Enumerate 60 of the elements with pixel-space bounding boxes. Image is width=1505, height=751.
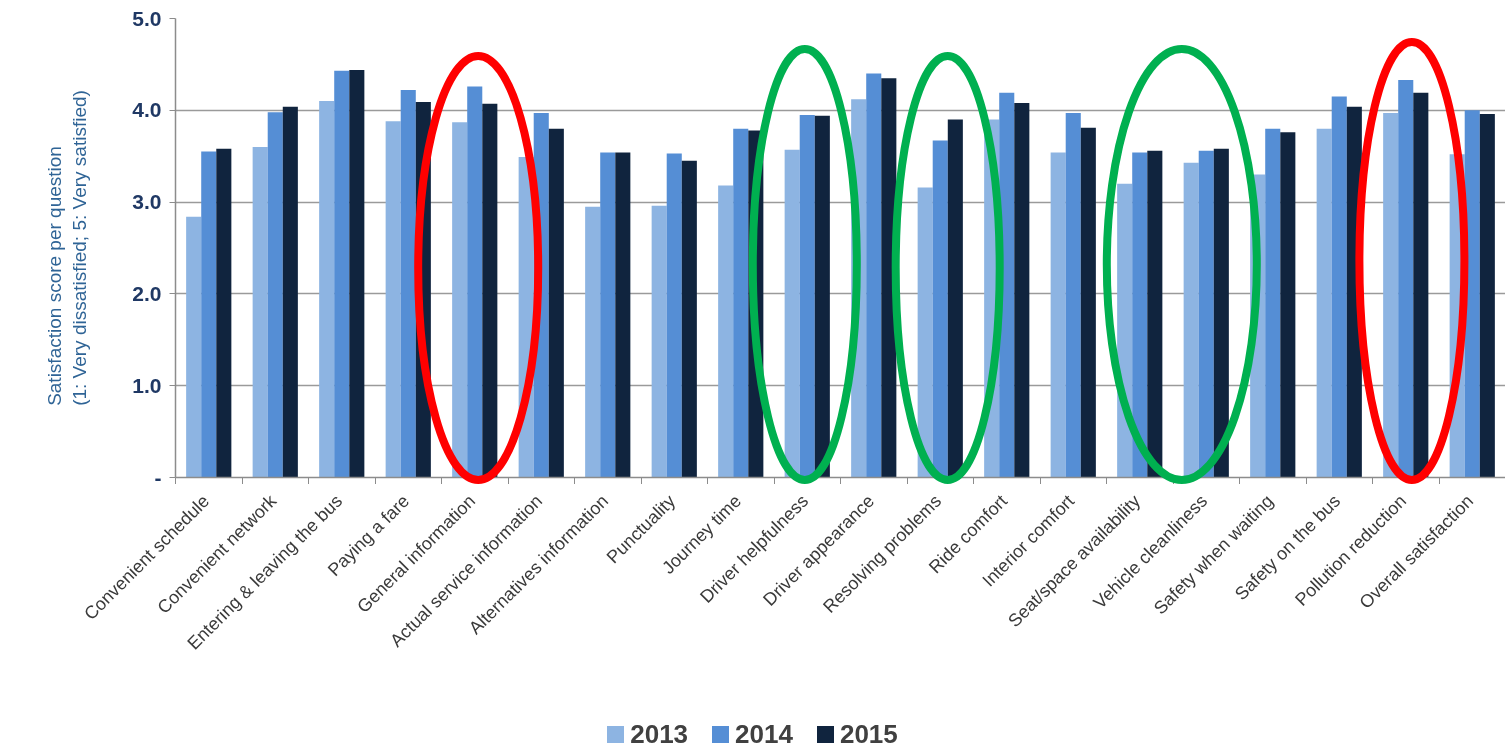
bar bbox=[1464, 110, 1480, 478]
bar bbox=[1265, 128, 1281, 478]
bar bbox=[999, 92, 1015, 478]
y-tick-label: 2.0 bbox=[132, 281, 162, 305]
bar bbox=[1316, 128, 1332, 478]
bar bbox=[1331, 96, 1347, 478]
bar bbox=[917, 187, 933, 478]
bar bbox=[385, 121, 401, 478]
legend-label: 2013 bbox=[630, 720, 689, 748]
bar bbox=[319, 101, 335, 478]
bar bbox=[452, 122, 468, 478]
bar bbox=[881, 78, 897, 478]
bar bbox=[681, 160, 697, 478]
bar bbox=[1080, 127, 1096, 478]
bar bbox=[1183, 162, 1199, 478]
bar bbox=[282, 106, 298, 478]
bar bbox=[733, 128, 749, 478]
bar bbox=[1383, 113, 1399, 478]
bar bbox=[548, 128, 564, 478]
bar bbox=[799, 114, 815, 478]
bar bbox=[186, 216, 202, 478]
legend-label: 2015 bbox=[839, 720, 898, 748]
bar bbox=[1280, 132, 1296, 478]
y-tick-label: 1.0 bbox=[132, 373, 162, 397]
bar bbox=[1132, 152, 1148, 478]
bar bbox=[1398, 80, 1414, 478]
bar bbox=[600, 152, 616, 478]
y-tick-label: - bbox=[154, 465, 162, 489]
bar bbox=[400, 90, 416, 478]
bar bbox=[334, 70, 350, 478]
y-tick-label: 5.0 bbox=[132, 6, 162, 30]
bar bbox=[467, 86, 483, 478]
bar bbox=[1065, 113, 1081, 478]
bar bbox=[585, 206, 601, 478]
bar bbox=[1213, 148, 1229, 478]
bar bbox=[718, 185, 734, 478]
bar bbox=[1147, 150, 1163, 478]
bar bbox=[482, 103, 498, 478]
y-tick-label: 4.0 bbox=[132, 98, 162, 122]
bar bbox=[866, 73, 882, 478]
bar bbox=[1479, 113, 1495, 478]
bar bbox=[267, 112, 283, 478]
bar bbox=[1014, 102, 1030, 478]
bar bbox=[947, 119, 963, 478]
legend-label: 2014 bbox=[735, 720, 793, 748]
bar bbox=[201, 151, 217, 478]
bar bbox=[252, 147, 268, 478]
bar bbox=[349, 69, 365, 478]
bar bbox=[814, 115, 830, 478]
bar bbox=[784, 149, 800, 478]
bar bbox=[1050, 152, 1066, 478]
bar bbox=[1198, 150, 1214, 478]
bar bbox=[1413, 92, 1429, 478]
y-tick-label: 3.0 bbox=[132, 190, 162, 214]
bar bbox=[615, 152, 631, 478]
bar bbox=[651, 205, 667, 478]
y-axis-title: Satisfaction score per question (1: Very dissatisfied; 5: Very satisfied) bbox=[44, 90, 91, 406]
bar bbox=[216, 148, 232, 478]
bar bbox=[666, 153, 682, 478]
bar bbox=[932, 140, 948, 478]
